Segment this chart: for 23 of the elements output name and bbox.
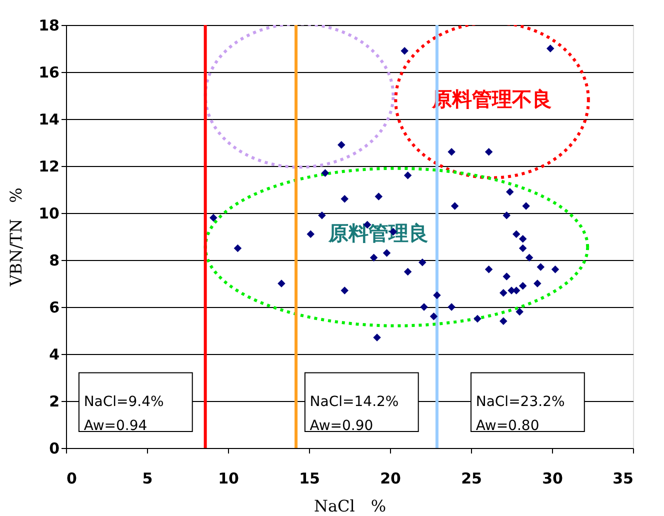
x-tick-label: 20 bbox=[380, 470, 401, 488]
y-axis-title: VBN/TN % bbox=[6, 188, 26, 288]
annotation: NaCl=14.2% Aw=0.90 bbox=[310, 394, 399, 434]
y-tick-label: 10 bbox=[38, 204, 60, 222]
y-tick-label: 12 bbox=[38, 158, 60, 176]
annotation: NaCl=9.4% Aw=0.94 bbox=[84, 394, 164, 434]
x-tick-label: 0 bbox=[66, 470, 77, 488]
x-tick-label: 35 bbox=[612, 470, 634, 488]
x-tick-label: 5 bbox=[142, 470, 153, 488]
annotation: NaCl=23.2% Aw=0.80 bbox=[476, 394, 565, 434]
y-tick-label: 14 bbox=[38, 110, 60, 128]
x-tick-label: 10 bbox=[218, 470, 239, 488]
y-tick-label: 4 bbox=[49, 346, 60, 364]
y-tick-label: 2 bbox=[49, 392, 60, 410]
x-tick-label: 30 bbox=[542, 470, 563, 488]
y-tick-label: 6 bbox=[49, 298, 60, 316]
x-axis-title: NaCl % bbox=[314, 496, 386, 516]
x-tick-label: 25 bbox=[461, 470, 482, 488]
y-tick-label: 0 bbox=[49, 440, 60, 458]
y-tick-label: 8 bbox=[49, 252, 60, 270]
y-tick-label: 16 bbox=[38, 64, 60, 82]
y-tick-label: 18 bbox=[38, 16, 60, 34]
x-tick-label: 15 bbox=[299, 470, 320, 488]
